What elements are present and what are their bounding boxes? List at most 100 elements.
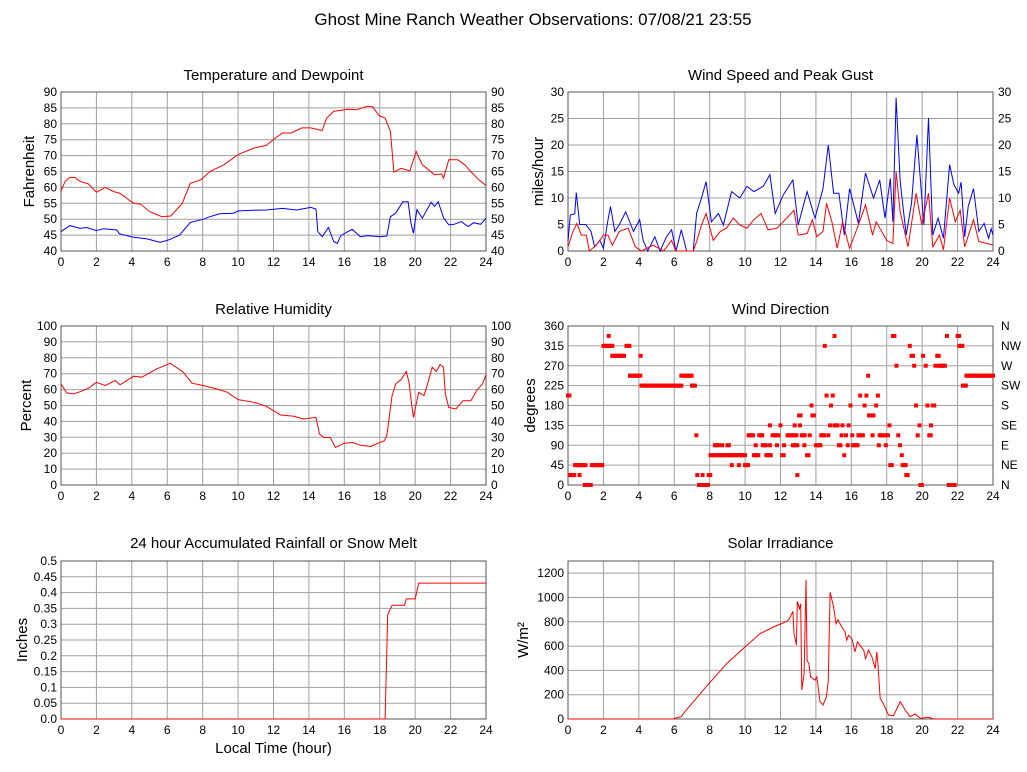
y-tick-label: 0: [50, 478, 57, 492]
x-tick-label: 20: [408, 489, 422, 503]
wind-direction-point: [588, 483, 593, 487]
plot-frame: [60, 91, 487, 252]
y-tick-label: 90: [551, 438, 565, 452]
wind-direction-point: [858, 393, 863, 398]
wind-direction-point: [782, 443, 787, 448]
wind-direction-point: [700, 473, 705, 478]
y-tick-label: 0.5: [40, 554, 57, 568]
x-tick-label: 14: [302, 255, 316, 269]
wind-direction-point: [875, 393, 880, 398]
wind-direction-point: [883, 443, 888, 448]
wind-direction-point: [679, 383, 684, 388]
compass-tick-label: W: [1001, 359, 1013, 373]
chart-title: Solar Irradiance: [728, 535, 834, 552]
right-y-tick-label: 80: [491, 351, 505, 365]
wind-direction-point: [746, 463, 751, 468]
wind-direction-point: [838, 443, 843, 448]
y-tick-label: 45: [551, 458, 565, 472]
wind-direction-point: [726, 443, 731, 448]
accumulated-rainfall-line: [61, 582, 486, 720]
dewpoint-line: [60, 200, 487, 245]
wind-direction-point: [840, 423, 845, 428]
x-tick-label: 20: [915, 255, 929, 269]
x-tick-label: 18: [880, 723, 894, 737]
wind-direction-point: [826, 433, 831, 438]
main-title: Ghost Mine Ranch Weather Observations: 0…: [314, 10, 751, 29]
y-tick-label: 200: [544, 688, 564, 702]
x-tick-label: 2: [600, 255, 607, 269]
chart-title: 24 hour Accumulated Rainfall or Snow Mel…: [130, 535, 418, 552]
wind-direction-point: [638, 373, 643, 378]
x-tick-label: 4: [635, 723, 642, 737]
relative-humidity-line: [60, 362, 487, 449]
compass-tick-label: SE: [1001, 418, 1017, 432]
wind-direction-point: [567, 393, 572, 398]
wind-direction-point: [807, 433, 812, 438]
y-axis-label: W/m²: [515, 622, 532, 658]
wind-direction-point: [839, 433, 844, 438]
x-tick-label: 20: [915, 489, 929, 503]
right-y-tick-label: 55: [491, 196, 505, 210]
y-tick-label: 5: [557, 218, 564, 232]
y-tick-label: 1200: [537, 566, 564, 580]
y-tick-label: 135: [544, 418, 564, 432]
right-y-tick-label: 70: [491, 149, 505, 163]
x-tick-label: 24: [986, 255, 1000, 269]
x-tick-label: 4: [128, 255, 135, 269]
wind-direction-point: [887, 423, 892, 428]
wind-direction-point: [905, 473, 910, 478]
wind-direction-point: [729, 463, 734, 468]
x-tick-label: 14: [302, 489, 316, 503]
wind-direction-point: [933, 363, 938, 368]
y-tick-label: 0.4: [40, 586, 57, 600]
wind-direction-point: [907, 343, 912, 348]
wind-direction-point: [846, 423, 851, 428]
wind-direction-point: [818, 443, 823, 448]
y-tick-label: 15: [551, 165, 565, 179]
x-tick-label: 16: [845, 489, 859, 503]
wind-direction-point: [695, 473, 700, 478]
right-y-tick-label: 50: [491, 399, 505, 413]
wind-direction-point: [705, 483, 710, 487]
x-tick-label: 18: [373, 255, 387, 269]
y-tick-label: 180: [544, 399, 564, 413]
y-tick-label: 0.25: [34, 633, 58, 647]
wind-direction-point: [708, 473, 713, 478]
right-y-tick-label: 65: [491, 165, 505, 179]
right-y-tick-label: 40: [491, 244, 505, 258]
right-y-tick-label: 75: [491, 133, 505, 147]
x-tick-label: 10: [738, 255, 752, 269]
y-axis-label: Inches: [14, 618, 31, 662]
x-tick-label: 18: [373, 489, 387, 503]
y-tick-label: 70: [44, 149, 58, 163]
y-axis-label: Percent: [18, 379, 35, 432]
y-tick-label: 50: [44, 212, 58, 226]
y-tick-label: 400: [544, 663, 564, 677]
wind-direction-point: [828, 403, 833, 408]
wind-direction-point: [874, 403, 879, 408]
x-tick-label: 8: [706, 255, 713, 269]
y-tick-label: 80: [44, 117, 58, 131]
compass-tick-label: S: [1001, 399, 1009, 413]
chart-title: Relative Humidity: [215, 301, 332, 318]
wind-direction-point: [756, 453, 761, 458]
wind-direction-point: [689, 373, 694, 378]
y-tick-label: 0.1: [40, 680, 57, 694]
y-tick-label: 75: [44, 133, 58, 147]
x-tick-label: 20: [408, 255, 422, 269]
x-tick-label: 16: [338, 489, 352, 503]
x-tick-label: 4: [128, 723, 135, 737]
chart-panel-5: 0 2 4 6 8 10 12 14 16 18 20 22 240200400600800100012…: [515, 535, 1000, 737]
wind-direction-point: [776, 433, 781, 438]
y-tick-label: 0.35: [34, 601, 58, 615]
wind-direction-point: [720, 443, 725, 448]
wind-direction-point: [928, 433, 933, 438]
x-tick-label: 10: [738, 489, 752, 503]
y-tick-label: 40: [44, 414, 58, 428]
wind-direction-point: [781, 453, 786, 458]
wind-direction-point: [860, 433, 865, 438]
x-tick-label: 18: [373, 723, 387, 737]
y-tick-label: 50: [44, 399, 58, 413]
